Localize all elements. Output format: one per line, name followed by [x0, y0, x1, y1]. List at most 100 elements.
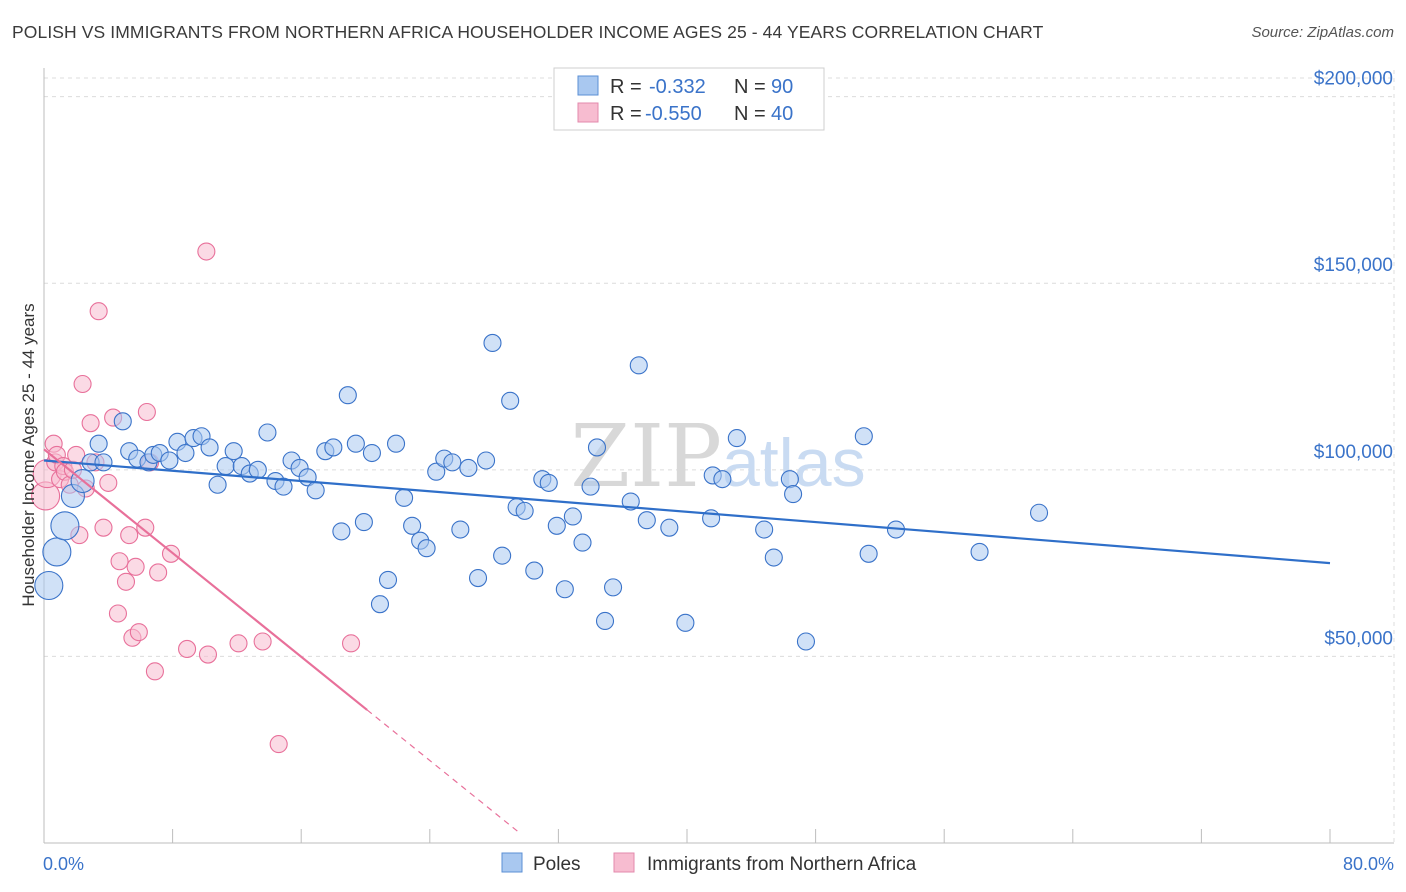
immigrants-point-30 — [145, 662, 164, 681]
immigrants-point-18 — [99, 473, 118, 492]
poles-point-87 — [970, 542, 989, 561]
legend-swatch-immigrants — [577, 102, 599, 123]
legend-r-label-1: R = — [610, 103, 642, 125]
poles-point-81 — [780, 470, 799, 489]
poles-point-41 — [378, 570, 398, 589]
bottom-legend: Poles Immigrants from Northern Africa — [501, 852, 917, 875]
immigrants-point-20 — [108, 604, 127, 623]
chart-title: POLISH VS IMMIGRANTS FROM NORTHERN AFRIC… — [12, 22, 1044, 42]
legend-n-label-0: N = — [734, 76, 766, 98]
poles-point-55 — [493, 546, 512, 565]
poles-point-43 — [395, 488, 414, 507]
series-poles — [34, 333, 1049, 651]
poles-point-80 — [764, 548, 783, 567]
poles-point-19 — [200, 438, 219, 457]
immigrants-point-14 — [81, 414, 100, 433]
poles-point-70 — [621, 492, 640, 511]
poles-point-25 — [248, 460, 267, 479]
poles-point-35 — [332, 522, 351, 541]
poles-point-79 — [755, 520, 774, 539]
poles-point-54 — [483, 333, 502, 353]
bottom-legend-swatch-immigrants — [613, 852, 635, 873]
poles-point-52 — [468, 568, 488, 588]
immigrants-point-27 — [136, 518, 155, 537]
poles-point-64 — [563, 507, 582, 526]
legend-swatch-poles — [577, 75, 599, 96]
poles-point-74 — [676, 613, 695, 632]
poles-point-77 — [713, 470, 732, 489]
poles-point-66 — [581, 477, 600, 496]
poles-point-37 — [346, 434, 365, 453]
immigrants-point-16 — [89, 302, 108, 321]
poles-point-58 — [515, 501, 534, 520]
immigrants-point-22 — [116, 572, 136, 591]
legend: R = -0.332 N = 90 R = -0.550 N = 40 — [553, 67, 825, 131]
poles-point-42 — [386, 434, 406, 453]
poles-point-28 — [274, 477, 293, 496]
poles-point-1 — [42, 537, 72, 567]
poles-point-6 — [89, 434, 108, 453]
immigrants-point-33 — [178, 639, 197, 659]
immigrants-point-37 — [253, 632, 272, 651]
poles-trend-line — [43, 459, 1331, 565]
poles-point-0 — [34, 570, 64, 601]
poles-point-32 — [306, 481, 325, 500]
poles-point-8 — [113, 412, 132, 431]
trend-lines — [43, 448, 1331, 833]
legend-box — [553, 67, 825, 131]
y-tick-label-1: $100,000 — [1314, 442, 1393, 463]
immigrants-trend-extension — [366, 709, 519, 833]
poles-point-56 — [501, 391, 520, 410]
poles-point-63 — [555, 580, 574, 599]
y-axis-title: Householder Income Ages 25 - 44 years — [19, 303, 38, 606]
y-tick-label-0: $50,000 — [1324, 628, 1393, 649]
immigrants-point-17 — [94, 518, 113, 537]
y-tick-labels: $50,000 $100,000 $150,000 $200,000 — [1314, 69, 1393, 650]
poles-point-2 — [50, 511, 80, 541]
immigrants-point-31 — [149, 563, 168, 582]
poles-point-53 — [477, 451, 496, 470]
axes — [43, 68, 1394, 844]
legend-n-value-0: 90 — [771, 76, 793, 98]
poles-point-34 — [324, 438, 343, 457]
poles-point-40 — [370, 595, 390, 614]
immigrants-point-25 — [126, 557, 145, 576]
poles-point-59 — [525, 561, 544, 580]
poles-point-68 — [595, 611, 615, 631]
legend-n-label-1: N = — [734, 103, 766, 125]
poles-point-88 — [1029, 503, 1049, 522]
poles-point-44 — [403, 516, 422, 535]
x-tick-label-max: 80.0% — [1343, 854, 1394, 874]
immigrants-trend-line — [43, 448, 368, 711]
poles-point-46 — [417, 539, 436, 558]
chart-source: Source: ZipAtlas.com — [1251, 24, 1394, 41]
poles-point-22 — [224, 442, 243, 461]
poles-point-69 — [604, 578, 623, 597]
bottom-legend-label-immigrants: Immigrants from Northern Africa — [647, 854, 917, 875]
poles-point-7 — [94, 453, 113, 472]
poles-point-39 — [362, 443, 381, 463]
poles-point-61 — [539, 473, 558, 492]
poles-point-51 — [459, 458, 478, 478]
poles-point-62 — [547, 516, 566, 535]
poles-point-82 — [784, 485, 803, 504]
x-tick-label-min: 0.0% — [43, 854, 84, 874]
poles-point-49 — [443, 453, 462, 472]
bottom-legend-label-poles: Poles — [533, 854, 581, 875]
legend-r-label-0: R = — [610, 76, 642, 98]
immigrants-point-28 — [137, 402, 156, 422]
series-immigrants-northern-africa — [31, 242, 361, 754]
immigrants-point-36 — [229, 634, 248, 653]
poles-point-21 — [216, 457, 235, 476]
legend-r-value-0: -0.332 — [649, 76, 706, 98]
poles-point-73 — [660, 518, 679, 537]
immigrants-point-35 — [197, 242, 216, 261]
poles-point-16 — [176, 443, 195, 463]
y-tick-label-2: $150,000 — [1314, 255, 1393, 276]
immigrants-point-38 — [269, 735, 288, 754]
watermark: ZIPatlas — [570, 407, 865, 507]
immigrants-point-34 — [198, 645, 218, 664]
poles-point-26 — [258, 423, 277, 442]
poles-point-78 — [727, 429, 746, 448]
